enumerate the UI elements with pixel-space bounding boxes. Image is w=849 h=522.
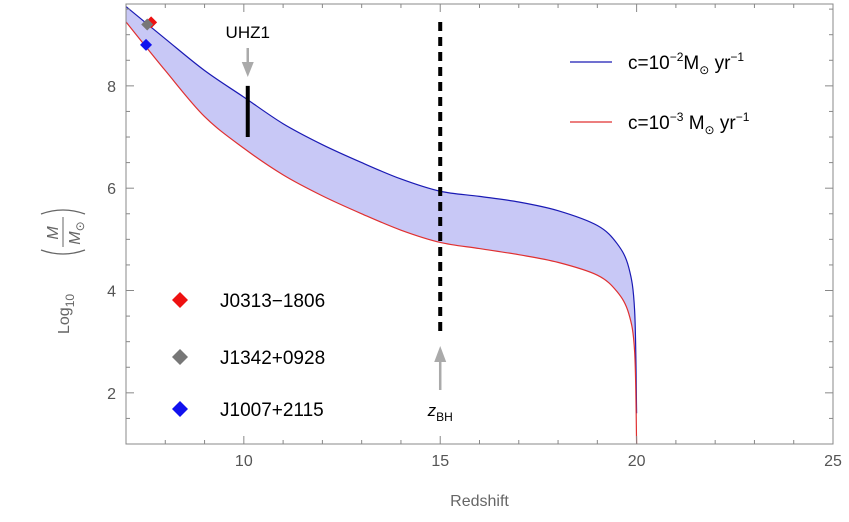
fill-band <box>126 6 637 444</box>
annotation-zbh-label: zBH <box>427 401 453 424</box>
x-tick-label: 10 <box>235 453 253 470</box>
points-layer <box>140 16 158 51</box>
ticks-layer: 10 15 20 25 2 4 6 8 <box>107 4 842 470</box>
y-axis-title-numerator: M <box>45 226 62 240</box>
y-axis-title-paren-left <box>40 249 86 255</box>
legend-label-high-rate: c=10−2M⊙ yr−1 <box>628 50 744 77</box>
annotation-uhz1-label: UHZ1 <box>226 23 270 42</box>
zbh-arrow-head <box>434 346 447 362</box>
series-line-low-rate <box>126 21 638 444</box>
series-layer <box>126 6 638 444</box>
y-tick-label: 6 <box>107 181 116 198</box>
data-point-2 <box>140 38 153 51</box>
y-tick-label: 8 <box>107 79 116 96</box>
x-tick-label: 15 <box>431 453 449 470</box>
legend-label-low-rate: c=10−3 M⊙ yr−1 <box>628 110 750 137</box>
annotation-layer <box>241 22 447 390</box>
x-tick-label: 20 <box>628 453 646 470</box>
y-tick-label: 4 <box>107 284 116 301</box>
uhz1-arrow-head <box>241 62 254 77</box>
legend-marker-j0313 <box>172 292 188 308</box>
x-tick-label: 25 <box>824 453 842 470</box>
y-axis-title-denominator: M⊙ <box>67 221 87 244</box>
legend-marker-j1342 <box>172 349 188 365</box>
legend-lines: c=10−2M⊙ yr−1 c=10−3 M⊙ yr−1 <box>570 50 750 137</box>
legend-label-j1342: J1342+0928 <box>220 348 325 369</box>
legend-marker-j1007 <box>172 401 188 417</box>
series-line-high-rate <box>126 6 638 414</box>
y-axis-title-log: Log10 <box>56 294 77 334</box>
legend-points: J0313−1806 J1342+0928 J1007+2115 <box>172 291 325 421</box>
legend-label-j0313: J0313−1806 <box>220 291 325 312</box>
y-axis-title-paren-right <box>40 209 86 215</box>
data-point-1 <box>141 18 154 31</box>
y-tick-label: 2 <box>107 386 116 403</box>
legend-label-j1007: J1007+2115 <box>220 400 324 421</box>
y-axis-title: Log10 M M⊙ <box>40 209 87 334</box>
fill-band-layer <box>126 6 637 444</box>
x-axis-title: Redshift <box>450 493 509 510</box>
